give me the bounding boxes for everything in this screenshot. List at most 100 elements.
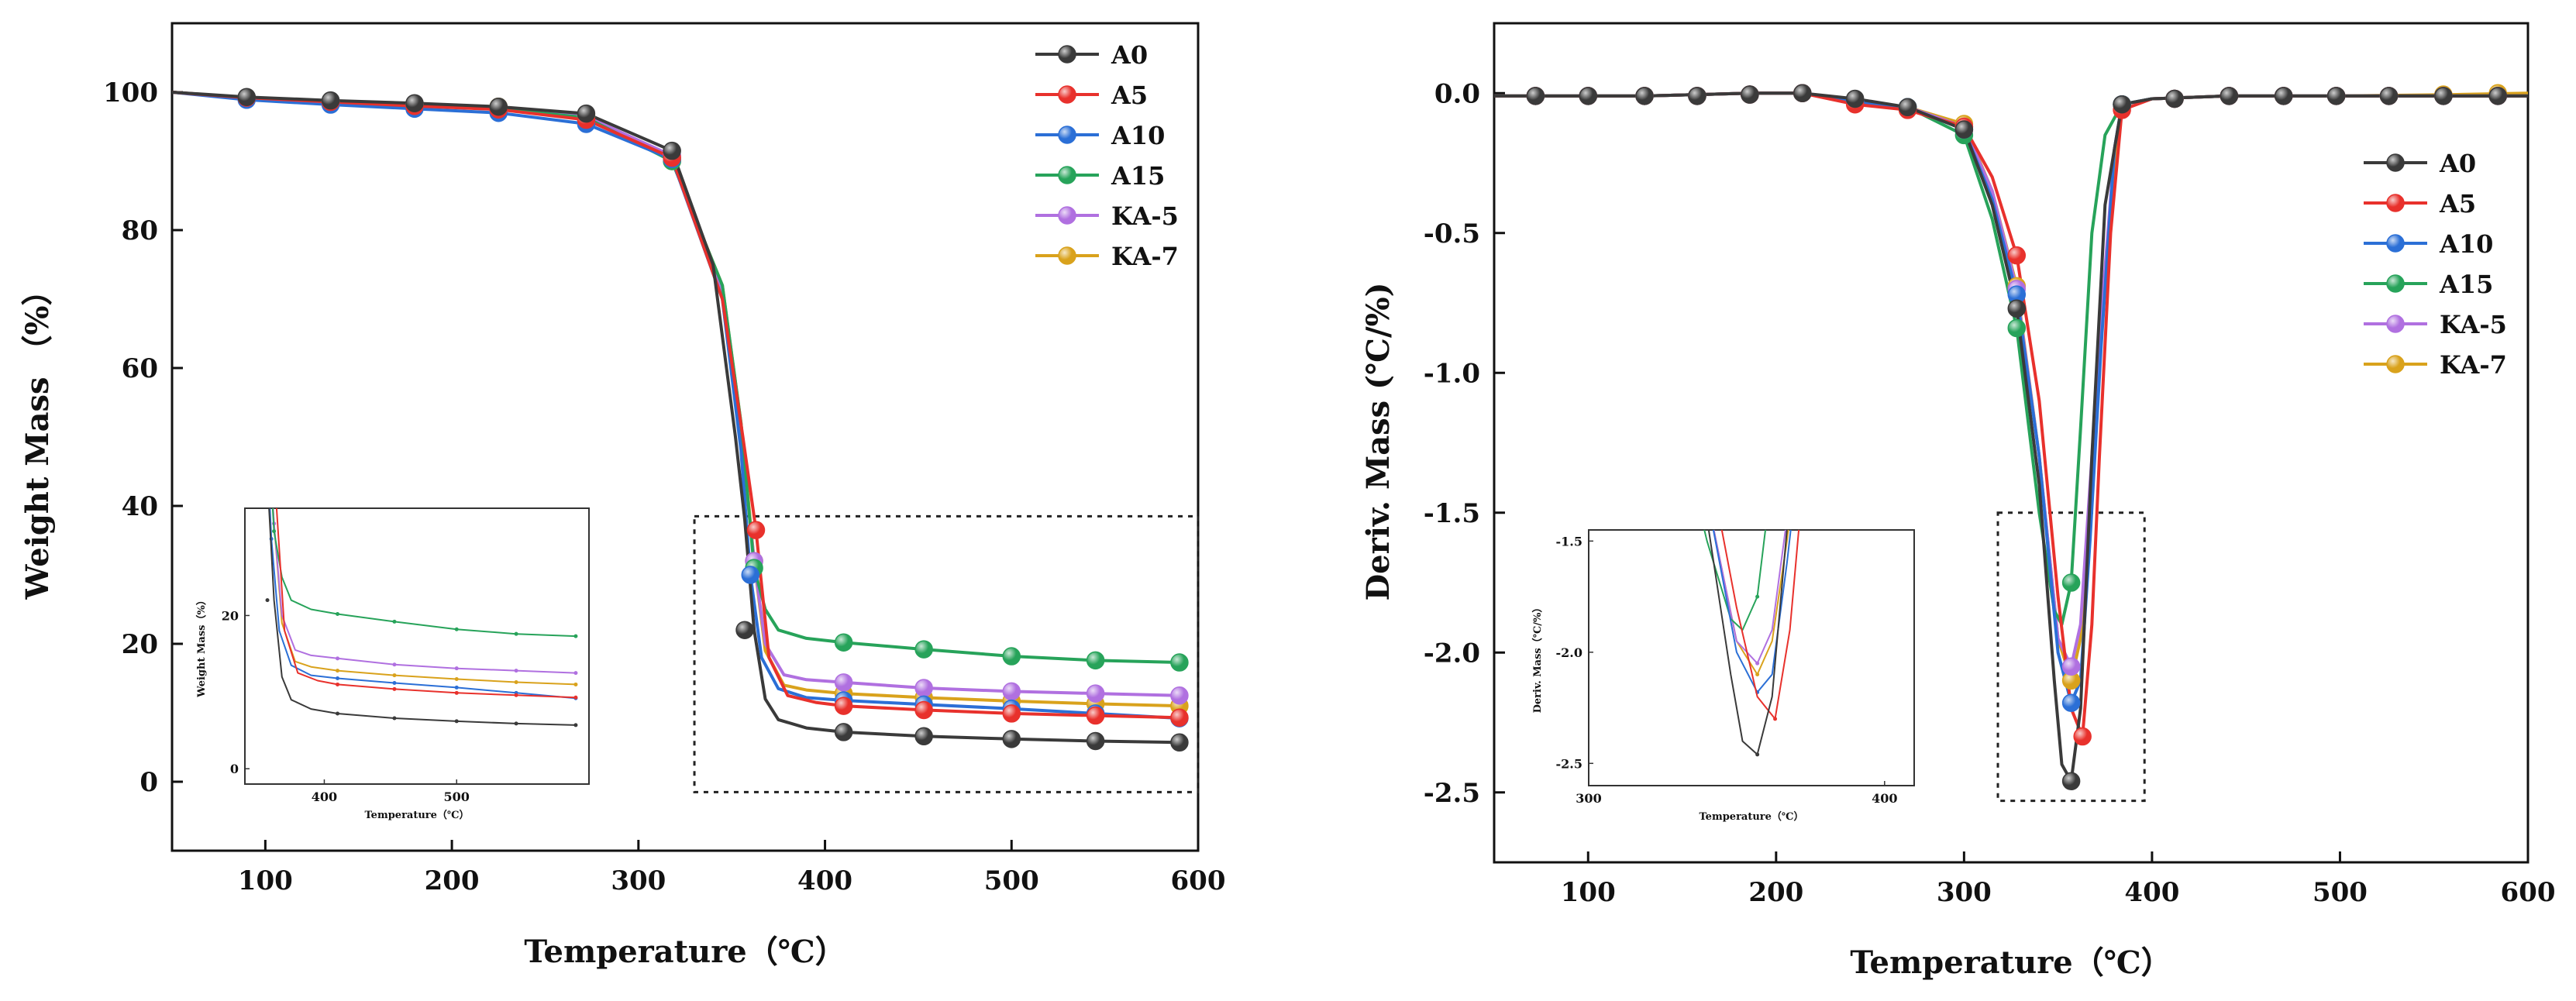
inset-x-tick-label: 400 bbox=[312, 789, 337, 804]
x-tick-label: 600 bbox=[1171, 865, 1226, 896]
inset-point-A10 bbox=[1498, 217, 1502, 221]
inset-point-A10 bbox=[1083, 208, 1087, 212]
legend: A0 A5 A10 A15 KA-5 KA-7 bbox=[1035, 40, 1179, 271]
inset-point-A0 bbox=[153, 24, 157, 28]
inset-point-KA-5 bbox=[1587, 232, 1591, 236]
legend-marker-KA-5 bbox=[2386, 315, 2405, 333]
inset-point-A10 bbox=[1587, 235, 1591, 239]
data-point-A15 bbox=[1086, 651, 1105, 670]
data-point-A0 bbox=[1741, 85, 1759, 104]
y-axis-title: Weight Mass （%） bbox=[19, 275, 56, 600]
legend-marker-A0 bbox=[1058, 45, 1076, 64]
inset-point-A0 bbox=[1498, 217, 1502, 221]
data-point-KA-5 bbox=[834, 673, 853, 692]
inset-point-A0 bbox=[2427, 208, 2431, 212]
inset-x-tick-label: 300 bbox=[1576, 791, 1601, 806]
legend-label-A15: A15 bbox=[2439, 270, 2493, 299]
inset-point-KA-5 bbox=[454, 666, 459, 671]
inset-point-KA-7 bbox=[573, 682, 578, 686]
data-point-A5 bbox=[1170, 708, 1189, 727]
inset-point-KA-5 bbox=[31, 15, 35, 19]
data-point-A0 bbox=[237, 88, 257, 106]
inset-series-line-A15 bbox=[1703, 530, 1767, 631]
inset-point-KA-7 bbox=[2341, 207, 2345, 211]
legend-marker-A5 bbox=[1058, 85, 1076, 104]
y-tick-label: 60 bbox=[122, 353, 158, 384]
inset-point-A0 bbox=[454, 719, 459, 724]
data-point-A0 bbox=[1002, 730, 1021, 748]
inset-point-A0 bbox=[336, 711, 340, 716]
legend-marker-KA-5 bbox=[1058, 206, 1076, 225]
inset-point-A5 bbox=[2090, 208, 2094, 212]
inset-point-KA-5 bbox=[336, 656, 340, 661]
inset-point-KA-7 bbox=[1755, 672, 1760, 677]
inset-y-tick-label: -2.5 bbox=[1556, 756, 1582, 771]
inset-point-A10 bbox=[91, 24, 95, 28]
inset-point-A0 bbox=[912, 208, 916, 212]
inset-point-KA-7 bbox=[2255, 208, 2259, 212]
inset-point-A10 bbox=[2255, 208, 2259, 212]
inset-series-line-KA-5 bbox=[272, 508, 576, 674]
inset-point-A15 bbox=[1669, 392, 1673, 396]
data-point-A10 bbox=[741, 566, 760, 584]
inset-point-A15 bbox=[2341, 208, 2345, 212]
inset-point-A0 bbox=[514, 721, 518, 726]
inset-point-KA-5 bbox=[214, 71, 218, 75]
x-tick-label: 300 bbox=[611, 865, 666, 896]
data-point-A15 bbox=[914, 640, 933, 659]
inset-point-A0 bbox=[1249, 207, 1253, 211]
inset-point-KA-7 bbox=[153, 26, 157, 30]
inset-chart: 300 400 -1.5 -2.0 -2.5 Temperature（℃） Deriv. M… bbox=[912, 205, 2431, 823]
inset-point-KA-7 bbox=[2173, 208, 2177, 212]
data-point-A0 bbox=[405, 94, 424, 112]
legend-label-A5: A5 bbox=[1111, 81, 1148, 110]
legend-marker-A15 bbox=[1058, 166, 1076, 184]
series-line-A10 bbox=[172, 91, 1180, 721]
inset-point-A0 bbox=[1332, 205, 1336, 209]
inset-point-A5 bbox=[912, 208, 916, 212]
data-point-A0 bbox=[2326, 87, 2346, 105]
inset-series-line-KA-7 bbox=[272, 508, 576, 686]
inset-point-A5 bbox=[1083, 208, 1087, 212]
inset-point-KA-7 bbox=[31, 14, 35, 18]
inset-point-A0 bbox=[2173, 208, 2177, 212]
inset-point-KA-7 bbox=[214, 77, 218, 81]
inset-point-A10 bbox=[2427, 208, 2431, 212]
inset-point-A5 bbox=[31, 16, 35, 20]
inset-point-A5 bbox=[1773, 717, 1778, 721]
x-tick-label: 400 bbox=[797, 865, 852, 896]
inset-point-A5 bbox=[2427, 208, 2431, 212]
inset-point-A15 bbox=[2173, 208, 2177, 212]
data-point-A0 bbox=[2274, 87, 2293, 105]
data-point-A0 bbox=[1898, 98, 1917, 117]
inset-frame bbox=[244, 507, 590, 785]
legend-label-A0: A0 bbox=[2439, 149, 2476, 178]
legend-label-KA-5: KA-5 bbox=[1111, 201, 1179, 231]
inset-point-KA-7 bbox=[1835, 215, 1839, 218]
inset-point-KA-7 bbox=[995, 208, 999, 212]
inset-point-A0 bbox=[2255, 208, 2259, 212]
data-point-A0 bbox=[1086, 731, 1105, 751]
inset-point-A15 bbox=[1587, 239, 1591, 243]
inset-point-KA-7 bbox=[336, 669, 340, 673]
inset-point-A0 bbox=[1083, 208, 1087, 212]
inset-point-A10 bbox=[1835, 215, 1839, 218]
inset-point-A5 bbox=[995, 208, 999, 212]
x-tick-label: 500 bbox=[984, 865, 1039, 896]
y-tick-label: 0.0 bbox=[1434, 78, 1480, 109]
inset-point-A0 bbox=[265, 598, 270, 603]
data-point-KA-5 bbox=[1086, 684, 1105, 703]
inset-point-A10 bbox=[2090, 208, 2094, 212]
data-point-A5 bbox=[746, 521, 766, 539]
data-point-A15 bbox=[1002, 647, 1021, 666]
inset-point-KA-7 bbox=[1587, 230, 1591, 234]
inset-point-KA-5 bbox=[1415, 212, 1419, 216]
y-tick-label: -0.5 bbox=[1424, 218, 1480, 249]
inset-point-KA-7 bbox=[392, 673, 397, 678]
inset-point-A5 bbox=[153, 31, 157, 35]
inset-point-KA-7 bbox=[1249, 207, 1253, 211]
inset-point-A10 bbox=[2173, 208, 2177, 212]
inset-point-KA-7 bbox=[912, 208, 916, 212]
data-point-A15 bbox=[834, 633, 853, 652]
inset-point-A10 bbox=[336, 676, 340, 681]
